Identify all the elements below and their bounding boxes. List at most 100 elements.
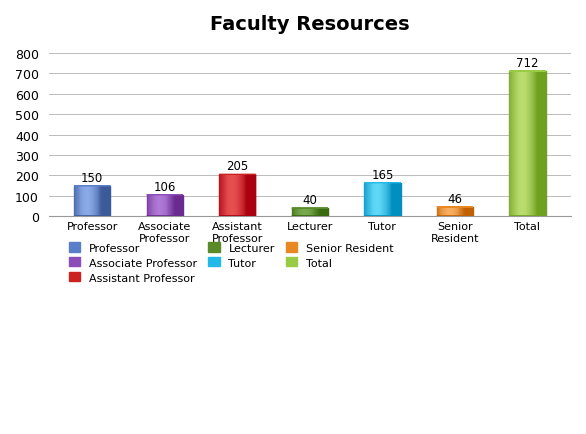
Bar: [180, 195, 181, 217]
Bar: [302, 209, 304, 217]
Bar: [164, 195, 165, 217]
Bar: [376, 183, 377, 217]
Bar: [156, 195, 158, 217]
Bar: [79, 186, 80, 217]
Bar: [469, 207, 471, 217]
Bar: [300, 209, 301, 217]
Bar: [377, 183, 378, 217]
Bar: [314, 209, 315, 217]
Bar: [379, 183, 380, 217]
Bar: [149, 195, 150, 217]
Bar: [459, 207, 461, 217]
Bar: [520, 72, 521, 217]
Bar: [468, 207, 469, 217]
Bar: [395, 183, 396, 217]
Bar: [251, 175, 252, 217]
Bar: [455, 207, 456, 217]
Bar: [152, 195, 153, 217]
Bar: [463, 207, 464, 217]
Bar: [534, 72, 535, 217]
Bar: [454, 207, 455, 217]
Bar: [365, 183, 366, 217]
Bar: [151, 195, 152, 217]
Bar: [438, 207, 440, 217]
Bar: [437, 207, 438, 217]
Bar: [87, 186, 88, 217]
Bar: [223, 175, 224, 217]
Bar: [221, 175, 222, 217]
Bar: [397, 183, 398, 217]
Bar: [85, 186, 86, 217]
Bar: [80, 186, 81, 217]
Bar: [512, 72, 513, 217]
Bar: [160, 195, 161, 217]
Bar: [101, 186, 102, 217]
Bar: [522, 72, 523, 217]
Bar: [368, 183, 369, 217]
Bar: [451, 207, 452, 217]
Bar: [227, 175, 229, 217]
Bar: [179, 195, 180, 217]
Bar: [513, 72, 514, 217]
Bar: [381, 183, 383, 217]
Bar: [396, 183, 397, 217]
Bar: [445, 207, 446, 217]
Bar: [246, 175, 247, 217]
Bar: [239, 175, 240, 217]
Bar: [466, 207, 468, 217]
Bar: [108, 186, 110, 217]
Bar: [309, 209, 310, 217]
Bar: [230, 175, 231, 217]
Bar: [220, 175, 221, 217]
Bar: [234, 175, 236, 217]
Bar: [240, 175, 241, 217]
Bar: [106, 186, 107, 217]
Bar: [526, 72, 527, 217]
Bar: [75, 186, 76, 217]
Bar: [373, 183, 374, 217]
Bar: [154, 195, 155, 217]
Bar: [387, 183, 388, 217]
Bar: [104, 186, 105, 217]
Bar: [229, 175, 230, 217]
Bar: [533, 72, 534, 217]
Bar: [252, 175, 253, 217]
Bar: [97, 186, 98, 217]
Bar: [541, 72, 542, 217]
Bar: [233, 175, 234, 217]
Bar: [96, 186, 97, 217]
Bar: [323, 209, 325, 217]
Bar: [391, 183, 393, 217]
Bar: [301, 209, 302, 217]
Bar: [394, 183, 395, 217]
Bar: [444, 207, 445, 217]
Title: Faculty Resources: Faculty Resources: [210, 15, 410, 34]
Text: 46: 46: [448, 192, 462, 205]
Bar: [307, 209, 308, 217]
Bar: [514, 72, 515, 217]
Bar: [317, 209, 318, 217]
Bar: [390, 183, 391, 217]
Bar: [327, 209, 328, 217]
Bar: [464, 207, 465, 217]
Bar: [442, 207, 443, 217]
Legend: Professor, Associate Professor, Assistant Professor, Lecturer, Tutor, Senior Res: Professor, Associate Professor, Assistan…: [64, 238, 398, 287]
Bar: [318, 209, 319, 217]
Bar: [170, 195, 171, 217]
Bar: [384, 183, 385, 217]
Bar: [236, 175, 237, 217]
Bar: [535, 72, 536, 217]
Bar: [155, 195, 156, 217]
Bar: [378, 183, 379, 217]
Bar: [448, 207, 449, 217]
Bar: [544, 72, 545, 217]
Bar: [107, 186, 108, 217]
Bar: [254, 175, 255, 217]
Bar: [219, 175, 220, 217]
Bar: [253, 175, 254, 217]
Bar: [173, 195, 174, 217]
Bar: [398, 183, 400, 217]
Bar: [542, 72, 543, 217]
Bar: [516, 72, 517, 217]
Bar: [148, 195, 149, 217]
